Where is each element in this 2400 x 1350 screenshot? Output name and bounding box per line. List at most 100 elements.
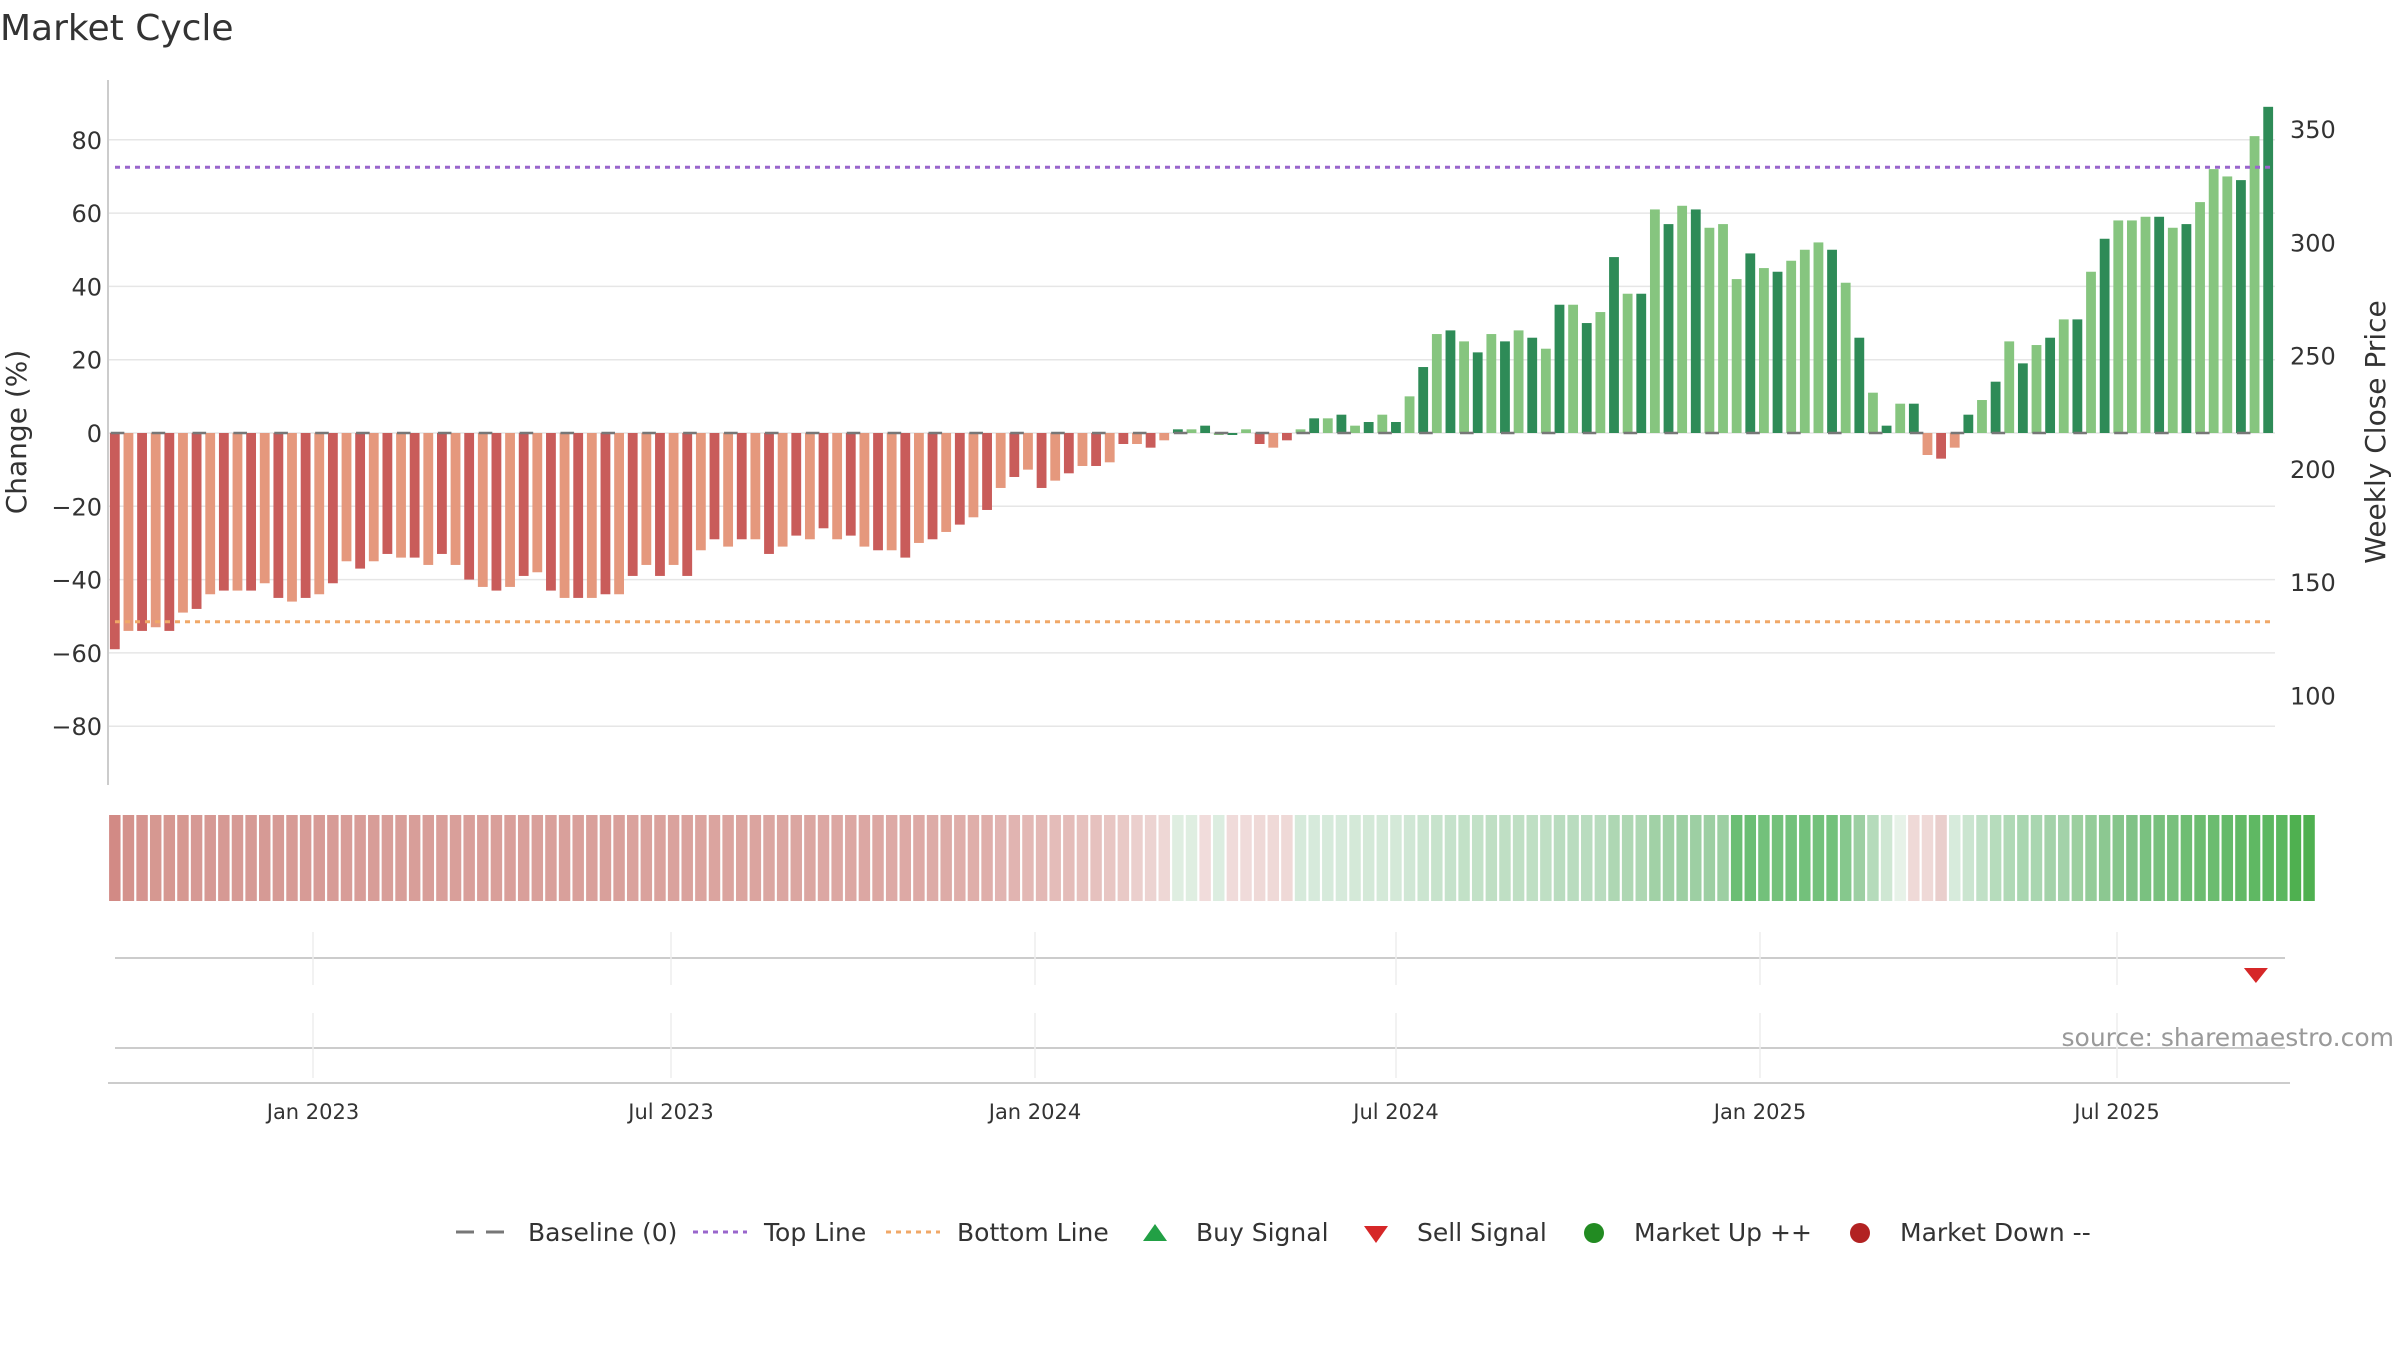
- bar: [109, 433, 120, 650]
- band-cell: [2044, 815, 2056, 901]
- y2-tick-label: 250: [2290, 343, 2336, 371]
- band-cell: [940, 815, 952, 901]
- bar: [1377, 414, 1388, 433]
- band-cell: [654, 815, 666, 901]
- band-cell: [1853, 815, 1866, 901]
- band-cell: [1499, 815, 1511, 901]
- bar: [1840, 282, 1851, 433]
- band-cell: [763, 815, 775, 901]
- bar: [1500, 341, 1510, 433]
- bar: [2222, 176, 2233, 433]
- band-cell: [2303, 815, 2315, 901]
- band-cell: [804, 815, 816, 901]
- bar: [1091, 433, 1102, 466]
- bar: [205, 433, 216, 595]
- y-tick-label: 40: [71, 273, 102, 301]
- band-cell: [817, 815, 830, 901]
- band-cell: [1935, 815, 1947, 901]
- band-cell: [1799, 815, 1811, 901]
- bar: [1322, 418, 1333, 433]
- bar: [1309, 418, 1320, 433]
- bar: [1418, 367, 1429, 433]
- bar: [300, 433, 311, 598]
- bar: [518, 433, 529, 576]
- band-cell: [231, 815, 244, 901]
- legend-item-sell-signal[interactable]: Sell Signal: [1364, 1218, 1547, 1247]
- band-cell: [163, 815, 176, 901]
- y-tick-label: 60: [71, 200, 102, 228]
- band-cell: [449, 815, 462, 901]
- bar: [1609, 257, 1619, 433]
- legend-item-top-line[interactable]: Top Line: [693, 1218, 866, 1247]
- band-cell: [313, 815, 325, 901]
- band-cell: [2003, 815, 2015, 901]
- band-cell: [2126, 815, 2138, 901]
- band-cell: [1690, 815, 1702, 901]
- band-cell: [967, 815, 980, 901]
- bar: [2058, 319, 2069, 433]
- legend-item-buy-signal[interactable]: Buy Signal: [1143, 1218, 1329, 1247]
- legend-label-baseline: Baseline (0): [528, 1218, 677, 1247]
- y2-tick-label: 100: [2290, 682, 2336, 710]
- bar: [1949, 433, 1960, 448]
- bar: [2249, 136, 2260, 433]
- x-axis-ticks: Jan 2023 Jul 2023 Jan 2024 Jul 2024 Jan 2025…: [265, 1100, 2160, 1124]
- band-cell: [599, 815, 612, 901]
- bar: [191, 433, 202, 609]
- band-cell: [2276, 815, 2288, 901]
- band-cell: [1403, 815, 1416, 901]
- bar: [886, 433, 897, 551]
- band-cell: [1703, 815, 1716, 901]
- bar: [368, 433, 379, 562]
- band-cell: [1158, 815, 1170, 901]
- band-cell: [1362, 815, 1375, 901]
- band-cell: [395, 815, 407, 901]
- x-tick-label: Jan 2023: [265, 1100, 360, 1124]
- bar: [1268, 433, 1279, 448]
- bar: [1759, 268, 1769, 433]
- legend-item-market-up[interactable]: Market Up ++: [1584, 1218, 1812, 1247]
- band-cell: [1921, 815, 1934, 901]
- band-cell: [1880, 815, 1893, 901]
- band-cell: [558, 815, 571, 901]
- bar: [2004, 341, 2015, 433]
- band-cell: [1431, 815, 1443, 901]
- bar: [2017, 363, 2028, 433]
- band-cell: [504, 815, 516, 901]
- bar: [750, 433, 761, 540]
- band-cell: [259, 815, 271, 901]
- bar: [246, 433, 257, 591]
- band-cell: [2085, 815, 2097, 901]
- band-cell: [1730, 815, 1743, 901]
- bar: [2181, 224, 2192, 433]
- band-cell: [845, 815, 857, 901]
- band-cell: [1022, 815, 1034, 901]
- legend-item-baseline[interactable]: Baseline (0): [456, 1218, 677, 1247]
- bar: [1827, 249, 1837, 433]
- bar: [1254, 433, 1265, 444]
- bar: [1622, 293, 1633, 433]
- bar: [491, 433, 502, 591]
- band-cell: [736, 815, 748, 901]
- legend-item-bottom-line[interactable]: Bottom Line: [886, 1218, 1109, 1247]
- band-cell: [790, 815, 802, 901]
- legend-item-market-down[interactable]: Market Down --: [1850, 1218, 2091, 1247]
- bar: [1663, 224, 1674, 433]
- bar: [546, 433, 556, 591]
- bar: [668, 433, 679, 565]
- band-cell: [776, 815, 789, 901]
- bar: [1868, 392, 1878, 433]
- bar: [1568, 304, 1579, 433]
- bar: [927, 433, 938, 540]
- y-tick-label: 80: [71, 127, 102, 155]
- bar: [1241, 429, 1251, 433]
- bar: [573, 433, 584, 598]
- y2-tick-label: 350: [2290, 116, 2336, 144]
- bar: [2045, 337, 2056, 433]
- band-cell: [1308, 815, 1320, 901]
- band-cell: [1908, 815, 1920, 901]
- band-cell: [1785, 815, 1797, 901]
- x-tick-label: Jul 2025: [2072, 1100, 2159, 1124]
- band-cell: [1608, 815, 1620, 901]
